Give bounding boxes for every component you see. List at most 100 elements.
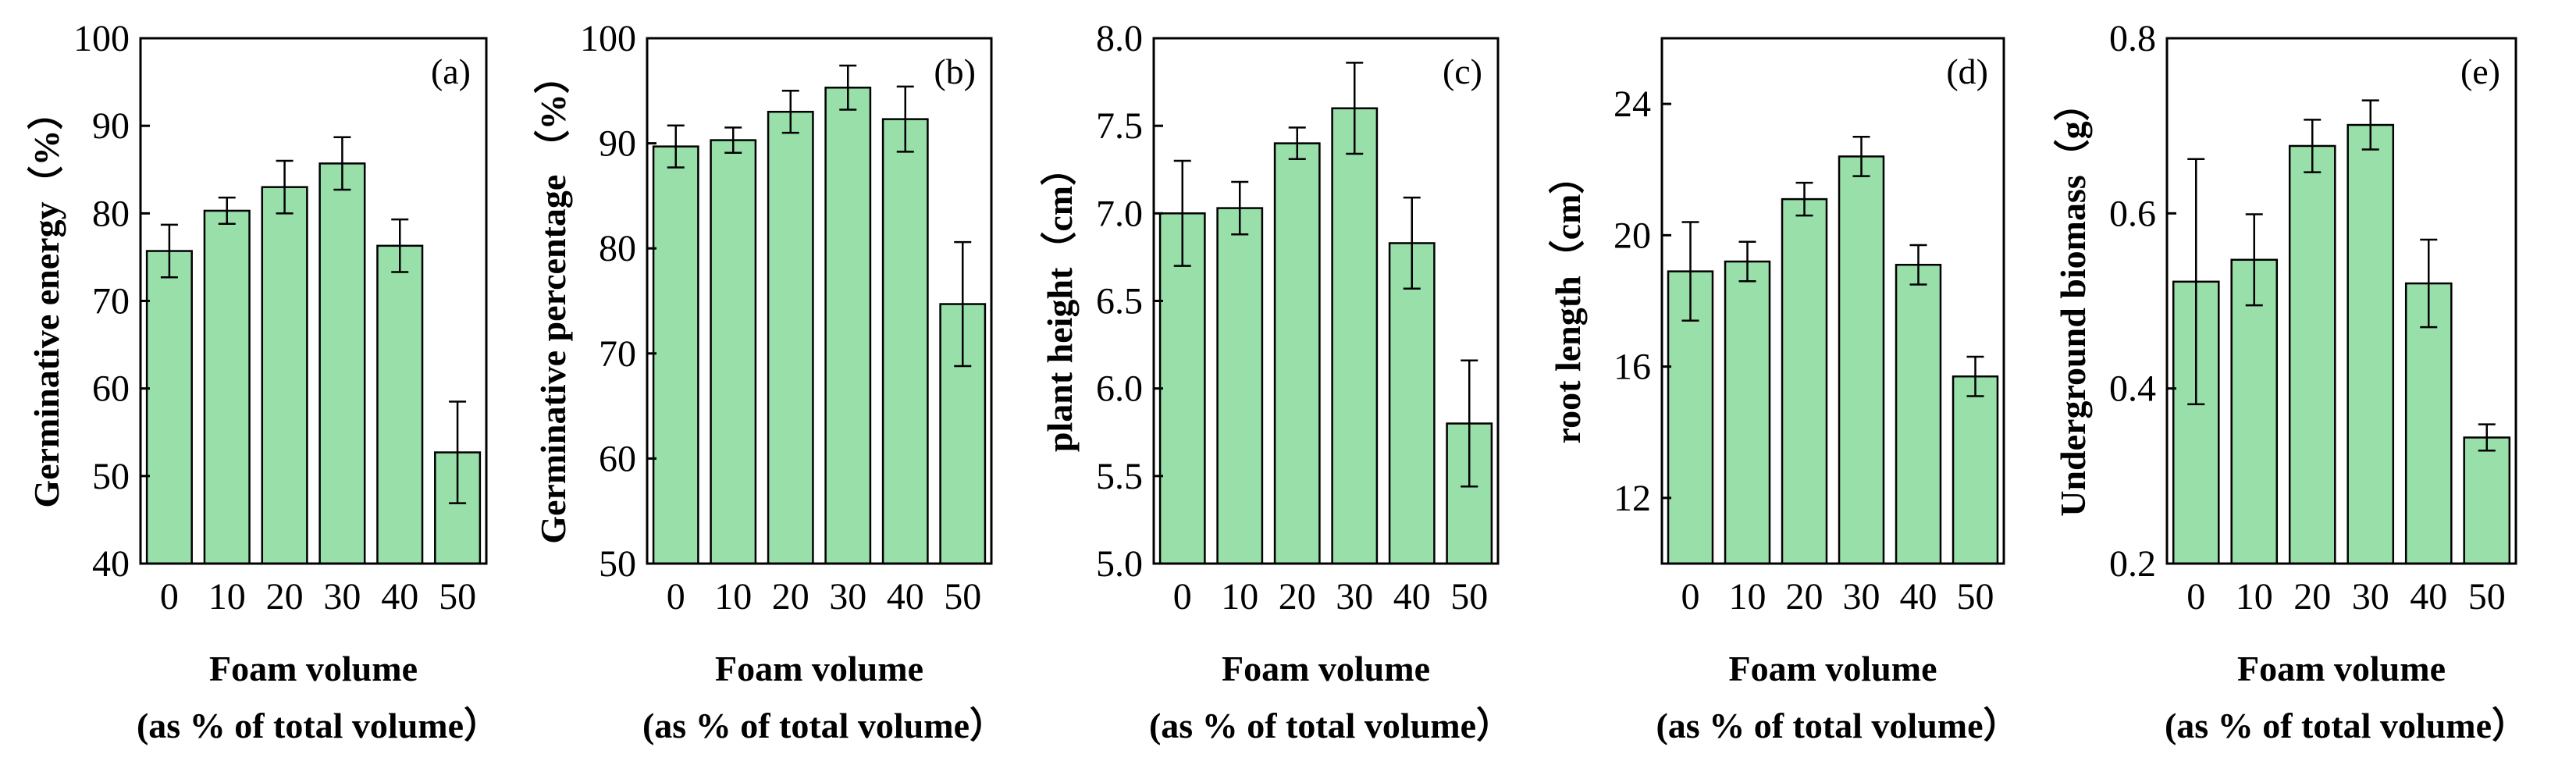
x-tick-label: 50 bbox=[1450, 576, 1488, 617]
x-tick-label: 20 bbox=[266, 576, 304, 617]
y-axis-label: Underground biomass（g） bbox=[2053, 85, 2093, 517]
bar bbox=[2347, 123, 2395, 565]
x-tick-label: 50 bbox=[944, 576, 981, 617]
x-tick-label: 10 bbox=[208, 576, 246, 617]
x-tick-label: 0 bbox=[667, 576, 685, 617]
bar bbox=[318, 162, 366, 565]
bar bbox=[1388, 242, 1436, 565]
bar bbox=[710, 139, 757, 565]
y-axis-label: root length（cm） bbox=[1548, 158, 1588, 444]
x-tick-label: 0 bbox=[160, 576, 179, 617]
x-axis-label-line2: (as % of total volume） bbox=[137, 706, 500, 745]
x-tick-label: 10 bbox=[1729, 576, 1767, 617]
y-tick-label: 12 bbox=[1614, 478, 1651, 519]
x-tick-label: 30 bbox=[1336, 576, 1373, 617]
x-tick-label: 40 bbox=[2410, 576, 2447, 617]
x-axis-label-line1: Foam volume bbox=[715, 649, 923, 688]
x-tick-label: 50 bbox=[1957, 576, 1994, 617]
bar bbox=[1216, 207, 1264, 565]
x-tick-label: 30 bbox=[2352, 576, 2389, 617]
panel-label: (c) bbox=[1443, 52, 1482, 91]
bar bbox=[1273, 142, 1321, 565]
x-axis-label-line2: (as % of total volume） bbox=[1149, 706, 1512, 745]
bar bbox=[1724, 260, 1771, 565]
x-axis-label-line1: Foam volume bbox=[2237, 649, 2446, 688]
x-tick-label: 50 bbox=[439, 576, 476, 617]
x-tick-label: 30 bbox=[323, 576, 361, 617]
y-tick-label: 70 bbox=[92, 281, 130, 322]
x-tick-label: 40 bbox=[1900, 576, 1937, 617]
panel-label: (d) bbox=[1946, 52, 1988, 91]
y-tick-label: 70 bbox=[599, 333, 636, 375]
x-tick-label: 30 bbox=[829, 576, 866, 617]
y-axis-label: Germinative percentage （%） bbox=[533, 58, 573, 544]
x-tick-label: 20 bbox=[1279, 576, 1316, 617]
x-axis-label-line2: (as % of total volume） bbox=[2165, 706, 2528, 745]
panel-label: (a) bbox=[431, 52, 471, 91]
bar bbox=[1895, 263, 1942, 565]
x-axis-label-line2: (as % of total volume） bbox=[1656, 706, 2019, 745]
chart-panel-3: 0 10 20 30 40 50 5.0 5.5 6.0 6.5 7.0 7.5 8.0 (c) plant… bbox=[1040, 18, 1512, 745]
chart-panel-5: 0 10 20 30 40 50 0.2 0.4 0.6 0.8 (e) Underground bi… bbox=[2053, 18, 2528, 745]
y-tick-label: 90 bbox=[599, 123, 636, 165]
y-tick-label: 40 bbox=[92, 543, 130, 585]
x-axis-label-line1: Foam volume bbox=[1222, 649, 1430, 688]
bar bbox=[1781, 197, 1828, 565]
y-tick-label: 8.0 bbox=[1096, 18, 1143, 59]
y-tick-label: 0.8 bbox=[2109, 18, 2156, 59]
chart-panel-1: 0 10 20 30 40 50 40 50 60 70 80 90 100 (a) Germinative… bbox=[27, 18, 500, 745]
x-tick-label: 0 bbox=[1173, 576, 1192, 617]
x-tick-label: 20 bbox=[2293, 576, 2331, 617]
bar bbox=[881, 118, 929, 565]
y-tick-label: 5.0 bbox=[1096, 543, 1143, 585]
bar bbox=[261, 186, 308, 565]
x-tick-label: 40 bbox=[1393, 576, 1431, 617]
x-tick-label: 0 bbox=[1681, 576, 1700, 617]
x-tick-label: 0 bbox=[2186, 576, 2205, 617]
y-tick-label: 90 bbox=[92, 105, 130, 147]
bar bbox=[1952, 375, 1999, 565]
bar bbox=[2230, 258, 2279, 565]
y-axis-label: Germinative energy（%） bbox=[27, 94, 66, 507]
bar bbox=[376, 244, 424, 565]
x-axis-label-line2: (as % of total volume） bbox=[642, 706, 1005, 745]
y-tick-label: 7.0 bbox=[1096, 193, 1143, 234]
y-tick-label: 100 bbox=[73, 18, 130, 59]
bar bbox=[824, 87, 872, 565]
x-tick-label: 40 bbox=[381, 576, 418, 617]
plot-frame bbox=[1660, 37, 2005, 565]
y-axis-label: plant height（cm） bbox=[1040, 150, 1080, 452]
chart-panel-2: 0 10 20 30 40 50 50 60 70 80 90 100 (b) Germinative p… bbox=[533, 18, 1005, 745]
bar bbox=[2288, 144, 2336, 565]
x-tick-label: 10 bbox=[1221, 576, 1258, 617]
y-tick-label: 0.6 bbox=[2109, 193, 2156, 234]
bar bbox=[145, 250, 193, 565]
x-tick-label: 10 bbox=[714, 576, 752, 617]
x-tick-label: 50 bbox=[2468, 576, 2506, 617]
x-tick-label: 20 bbox=[1786, 576, 1823, 617]
bar bbox=[2463, 436, 2511, 565]
plot-frame bbox=[646, 37, 993, 565]
bar bbox=[652, 145, 699, 565]
y-tick-label: 60 bbox=[599, 438, 636, 479]
y-tick-label: 20 bbox=[1614, 215, 1651, 256]
x-tick-label: 20 bbox=[772, 576, 809, 617]
x-tick-label: 30 bbox=[1843, 576, 1880, 617]
y-tick-label: 7.5 bbox=[1096, 105, 1143, 147]
y-tick-label: 6.5 bbox=[1096, 281, 1143, 322]
x-tick-label: 40 bbox=[887, 576, 924, 617]
y-tick-label: 50 bbox=[599, 543, 636, 585]
x-tick-label: 10 bbox=[2236, 576, 2273, 617]
x-axis-label-line1: Foam volume bbox=[209, 649, 418, 688]
panel-label: (e) bbox=[2460, 52, 2500, 91]
plot-frame bbox=[2165, 37, 2517, 565]
y-tick-label: 80 bbox=[92, 193, 130, 234]
y-tick-label: 5.5 bbox=[1096, 456, 1143, 497]
bar bbox=[203, 209, 251, 565]
y-tick-label: 16 bbox=[1614, 347, 1651, 388]
y-tick-label: 50 bbox=[92, 456, 130, 497]
y-tick-label: 6.0 bbox=[1096, 368, 1143, 410]
y-tick-label: 100 bbox=[580, 18, 636, 59]
y-tick-label: 60 bbox=[92, 368, 130, 410]
